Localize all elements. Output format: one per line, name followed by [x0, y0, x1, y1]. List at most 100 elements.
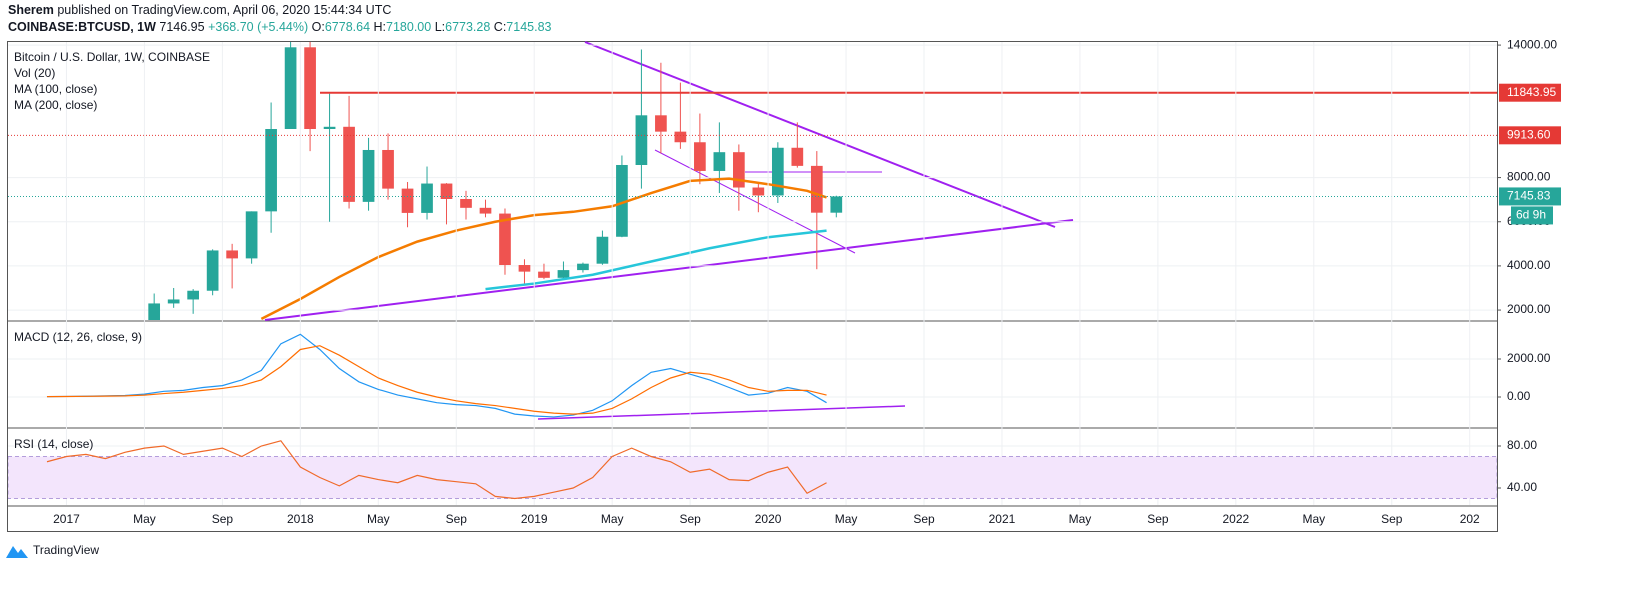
candle-body [733, 152, 745, 188]
symbol: COINBASE:BTCUSD, 1W [8, 20, 156, 34]
x-tick-label: May [601, 512, 624, 526]
rsi-band [8, 456, 1497, 499]
x-tick-label: 2020 [755, 512, 782, 526]
y-tick-label: 2000.00 [1507, 351, 1551, 365]
x-tick-label: Sep [913, 512, 935, 526]
candle-body [167, 299, 180, 304]
candle-body [499, 213, 511, 266]
candle-body [148, 303, 161, 320]
candle-body [674, 131, 687, 143]
y-tick-label: 4000.00 [1507, 258, 1551, 272]
price-tag-label: 9913.60 [1507, 127, 1551, 141]
h-label: H: [374, 20, 387, 34]
y-tick-label: 0.00 [1507, 389, 1531, 403]
open: 6778.64 [325, 20, 370, 34]
high: 7180.00 [386, 20, 431, 34]
plot-area [8, 440, 1497, 500]
last: 7146.95 [159, 20, 204, 34]
price-tag-label: 7145.83 [1507, 189, 1551, 203]
trend-line [654, 149, 856, 254]
candle-body [771, 147, 784, 196]
candle-body [362, 149, 375, 202]
header-line: Sherem published on TradingView.com, Apr… [8, 3, 391, 17]
series-line [46, 440, 827, 500]
countdown: 6d 9h [1516, 208, 1546, 222]
candle-body [206, 250, 219, 291]
candle-body [245, 211, 258, 259]
price-tag [1499, 187, 1561, 206]
o-label: O: [312, 20, 325, 34]
series-line [260, 177, 827, 320]
candle-body [655, 115, 667, 132]
x-tick-label: May [835, 512, 858, 526]
legend-entry: MA (200, close) [14, 98, 97, 112]
x-tick-label: 2021 [989, 512, 1016, 526]
candle-body [635, 115, 648, 165]
trend-lines [264, 41, 1074, 420]
x-tick-label: 2018 [287, 512, 314, 526]
low: 6773.28 [445, 20, 490, 34]
candle-body [538, 271, 550, 278]
panel-frames [7, 41, 1498, 532]
candle-body [752, 187, 765, 196]
x-tick-label: May [1069, 512, 1092, 526]
candle-body [460, 198, 472, 208]
candle-body [401, 188, 414, 213]
panel-title: MACD (12, 26, close, 9) [14, 330, 142, 344]
trend-line [537, 405, 906, 420]
l-label: L: [435, 20, 445, 34]
candle-body [830, 196, 843, 213]
candle-body [187, 290, 199, 300]
plot-area [8, 333, 1497, 418]
x-tick-label: May [1302, 512, 1325, 526]
candle-body [479, 207, 492, 214]
symbol-line: COINBASE:BTCUSD, 1W 7146.95 +368.70 (+5.… [8, 20, 552, 34]
trend-line [584, 41, 1056, 228]
x-tick-label: 2019 [521, 512, 548, 526]
candle-body [791, 147, 804, 166]
legend-entry: Vol (20) [14, 66, 55, 80]
x-tick-label: Sep [446, 512, 468, 526]
y-tick-label: 8000.00 [1507, 170, 1551, 184]
candle-body [557, 270, 570, 278]
plot-area [8, 42, 1497, 320]
x-tick-label: 2017 [53, 512, 80, 526]
candle-body [343, 126, 355, 202]
series-line [485, 229, 827, 291]
legend-entry: MA (100, close) [14, 82, 97, 96]
series-line [46, 345, 827, 415]
panel-title: RSI (14, close) [14, 437, 93, 451]
frame [7, 41, 1498, 532]
x-tick-label: 202 [1460, 512, 1480, 526]
candle-body [440, 183, 453, 199]
publisher: Sherem [8, 3, 54, 17]
panel-title: Bitcoin / U.S. Dollar, 1W, COINBASE [14, 50, 210, 64]
candle-body [226, 250, 238, 259]
candle-body [694, 142, 706, 171]
close: 7145.83 [506, 20, 551, 34]
candle-body [421, 183, 433, 213]
x-tick-label: May [367, 512, 390, 526]
brand: TradingView [33, 543, 99, 557]
logo-icon [6, 546, 28, 558]
price-tag [1499, 126, 1561, 145]
candle-body [382, 149, 394, 189]
price-tag-label: 11843.95 [1507, 85, 1556, 99]
candle-body [596, 236, 609, 264]
candle-body [577, 263, 589, 271]
candle-body [284, 47, 297, 129]
y-tick-label: 14000.00 [1507, 37, 1557, 51]
x-tick-label: Sep [1381, 512, 1403, 526]
candle-body [265, 128, 277, 212]
y-tick-label: 2000.00 [1507, 302, 1551, 316]
y-tick-label: 40.00 [1507, 480, 1537, 494]
candle-body [323, 126, 336, 129]
candle-body [616, 164, 628, 237]
c-label: C: [494, 20, 507, 34]
price-tag [1499, 83, 1561, 102]
series-line [46, 333, 827, 418]
countdown-tag [1511, 206, 1553, 225]
published: published on TradingView.com, April 06, … [57, 3, 391, 17]
candle-body [518, 265, 531, 272]
candle-body [810, 165, 823, 213]
